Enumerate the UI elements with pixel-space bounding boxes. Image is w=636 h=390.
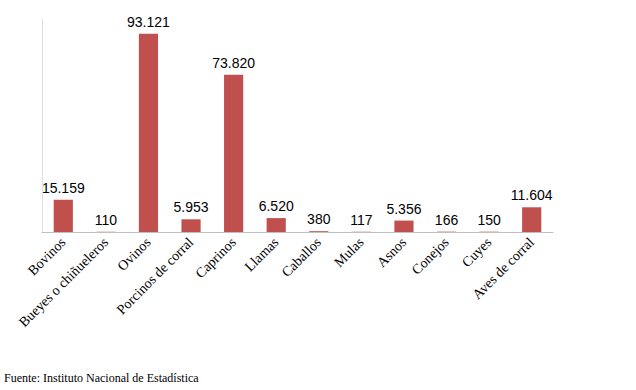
svg-text:5.953: 5.953 — [174, 199, 209, 215]
svg-text:Ovinos: Ovinos — [115, 235, 154, 274]
svg-text:Cuyes: Cuyes — [459, 235, 494, 270]
svg-text:15.159: 15.159 — [42, 180, 85, 196]
svg-text:380: 380 — [307, 211, 331, 227]
svg-text:Llamas: Llamas — [242, 235, 282, 275]
svg-text:117: 117 — [350, 212, 373, 228]
svg-text:110: 110 — [95, 212, 118, 228]
svg-text:Mulas: Mulas — [331, 235, 366, 270]
svg-text:150: 150 — [477, 212, 501, 228]
svg-text:166: 166 — [435, 212, 459, 228]
svg-text:5.356: 5.356 — [386, 201, 421, 217]
svg-text:Conejos: Conejos — [409, 235, 452, 278]
svg-text:73.820: 73.820 — [212, 55, 255, 71]
svg-text:Bovinos: Bovinos — [25, 235, 69, 279]
svg-text:Porcinos de corral: Porcinos de corral — [114, 235, 197, 318]
svg-text:Caprinos: Caprinos — [193, 235, 239, 281]
svg-text:Asnos: Asnos — [374, 235, 409, 270]
svg-text:6.520: 6.520 — [259, 198, 294, 214]
svg-text:93.121: 93.121 — [127, 14, 170, 30]
svg-text:Fuente: Instituto Nacional de: Fuente: Instituto Nacional de Estadístic… — [4, 371, 199, 385]
svg-text:Aves de corral: Aves de corral — [469, 235, 537, 303]
svg-text:Caballos: Caballos — [279, 235, 324, 280]
svg-text:11.604: 11.604 — [511, 187, 553, 203]
svg-text:Bueyes o chiñueleros: Bueyes o chiñueleros — [16, 235, 111, 330]
